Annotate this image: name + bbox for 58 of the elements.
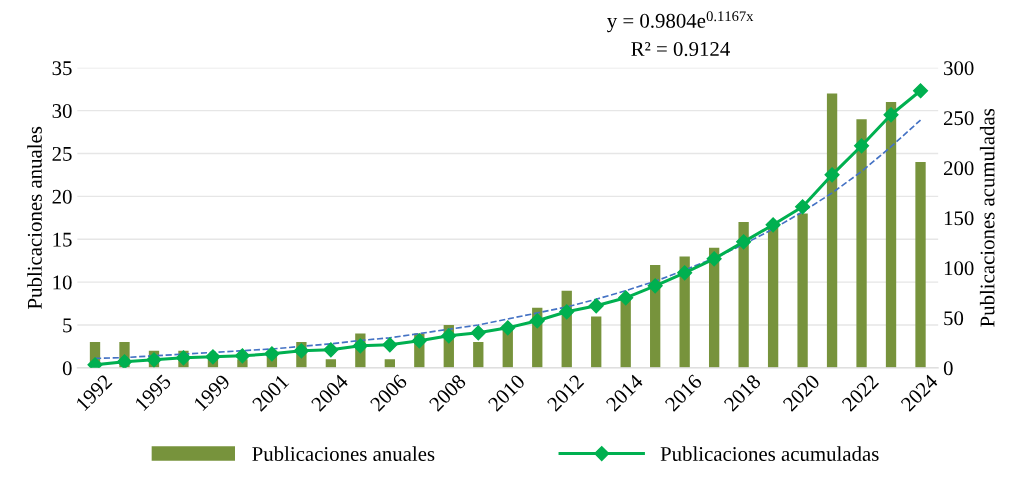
point — [441, 328, 457, 344]
y2-tick-label: 200 — [943, 161, 974, 176]
point — [618, 290, 634, 306]
y-tick-label: 15 — [53, 232, 72, 247]
y2-tick-label: 100 — [944, 261, 974, 276]
point — [824, 167, 840, 183]
bar — [591, 316, 602, 368]
legend-label: Publicaciones anuales — [252, 446, 435, 462]
point — [234, 348, 250, 364]
y2-tick-label: 50 — [944, 311, 964, 326]
y-tick-label: 0 — [62, 361, 72, 376]
point — [647, 278, 663, 294]
point — [382, 337, 398, 353]
point — [352, 338, 368, 354]
legend-label: Publicaciones acumuladas — [660, 446, 879, 462]
point — [853, 138, 870, 154]
point — [559, 304, 575, 320]
y2-tick-label: 0 — [943, 361, 953, 376]
point — [116, 354, 133, 368]
point — [912, 83, 929, 99]
y-tick-label: 35 — [52, 61, 72, 76]
point — [588, 298, 604, 314]
point — [765, 217, 781, 233]
y-axis-title: Publicaciones anuales — [27, 126, 42, 309]
point — [883, 107, 899, 123]
point — [323, 342, 339, 358]
bar — [856, 119, 867, 368]
bar — [797, 213, 808, 368]
point — [264, 346, 280, 362]
bar — [384, 359, 395, 368]
text: R² = 0.9124 — [631, 41, 730, 57]
point — [411, 333, 427, 349]
y-tick-label: 10 — [53, 275, 72, 290]
bar — [325, 359, 337, 368]
y-tick-label: 20 — [52, 189, 72, 204]
bar — [885, 102, 897, 368]
point — [706, 251, 722, 267]
bar — [826, 93, 838, 368]
bar — [473, 342, 484, 368]
y2-tick-label: 250 — [943, 111, 974, 126]
point — [500, 320, 516, 336]
bar — [738, 222, 749, 368]
point — [293, 343, 309, 359]
y2-axis-title: Publicaciones acumuladas — [979, 108, 995, 327]
point — [736, 234, 752, 250]
point — [529, 313, 545, 329]
point — [205, 349, 221, 365]
point — [470, 325, 486, 341]
bar — [620, 299, 631, 368]
y-tick-label: 30 — [52, 104, 72, 119]
y2-tick-label: 150 — [944, 211, 974, 226]
point — [677, 265, 693, 281]
bar — [915, 162, 926, 368]
y-tick-label: 25 — [52, 146, 72, 161]
point — [795, 199, 811, 215]
y-tick-label: 5 — [63, 318, 72, 333]
text: y = 0.9804e$^{0.1167x}$ — [607, 11, 754, 33]
y2-tick-label: 300 — [944, 61, 974, 76]
